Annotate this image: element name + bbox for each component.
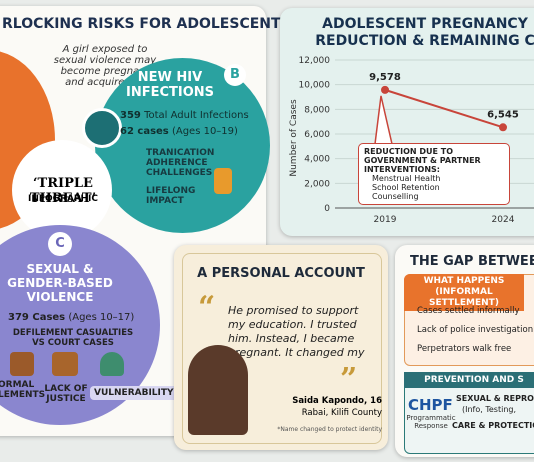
portrait	[188, 345, 248, 435]
what-header: WHAT HAPPENS (INFORMAL SETTLEMENT)	[404, 274, 524, 311]
prevention-header: PREVENTION AND S	[404, 372, 534, 388]
value-label: 9,578	[369, 72, 401, 83]
y-tick-label: 8,000	[304, 105, 330, 115]
sgbv-item: ORMAL LEMENTS	[0, 380, 46, 400]
logo: CHPF	[408, 396, 453, 414]
virus-icon	[82, 108, 122, 148]
chart: Number of Cases 0 2,000 4,000 6,000 8,000 10,…	[289, 56, 534, 225]
gap-title: THE GAP BETWEEN A	[410, 254, 534, 269]
hiv-badge: B	[224, 64, 246, 86]
hiv-title: NEW HIV INFECTIONS	[125, 70, 215, 100]
gavel-icon	[10, 352, 34, 376]
stat-text: (Ages 10–19)	[171, 126, 238, 137]
hiv-stat-2: 62 cases (Ages 10–19)	[120, 126, 238, 137]
annotation-pointer	[374, 95, 393, 145]
prevention-line: SEXUAL & REPRODUCT	[456, 394, 534, 403]
what-item: Lack of police investigation	[417, 325, 534, 335]
annotation-title: REDUCTION DUE TO GOVERNMENT & PARTNER IN…	[364, 147, 481, 174]
logo-caption: Programmatic Response	[406, 414, 456, 430]
shield-icon	[100, 352, 124, 376]
what-item: Cases settled informally	[417, 306, 520, 316]
account-name: Saida Kapondo, 16	[292, 396, 382, 406]
title-line: ADOLESCENT PREGNANCY	[322, 16, 528, 32]
y-tick-label: 0	[324, 204, 330, 214]
center-circle	[12, 140, 112, 240]
what-list: Cases settled informally Lack of police i…	[407, 306, 534, 363]
x-tick-label: 2024	[492, 215, 515, 225]
x-tick-label: 2019	[374, 215, 397, 225]
quote-mark: ”	[340, 362, 358, 397]
y-tick-label: 10,000	[299, 81, 331, 91]
y-tick-label: 4,000	[304, 155, 330, 165]
title-line: REDUCTION & REMAINING C	[315, 33, 534, 49]
stat-number: 62 cases	[120, 126, 169, 137]
prevention-line: (Info, Testing,	[462, 405, 517, 414]
account-frame	[182, 253, 382, 444]
y-tick-label: 6,000	[304, 130, 330, 140]
sgbv-item: LACK OF JUSTICE	[44, 384, 88, 404]
what-subtitle: (INFORMAL SETTLEMENT)	[429, 287, 499, 308]
annotation-item: Menstrual Health	[372, 174, 441, 183]
pill-bottle-icon	[214, 168, 232, 194]
annotation-box: REDUCTION DUE TO GOVERNMENT & PARTNER IN…	[358, 143, 510, 205]
chart-title: ADOLESCENT PREGNANCY REDUCTION & REMAININ…	[295, 16, 534, 50]
prevention-line: CARE & PROTECTION B	[452, 421, 534, 430]
sgbv-subhead: DEFILEMENT CASUALTIES VS COURT CASES	[12, 328, 134, 348]
scales-icon	[52, 352, 78, 376]
account-place: Rabai, Kilifi County	[301, 408, 382, 418]
intro-text: A girl exposed to sexual violence may be…	[53, 44, 157, 88]
data-line	[384, 88, 504, 129]
y-tick-label: 2,000	[304, 179, 330, 189]
y-tick-label: 12,000	[299, 56, 331, 66]
hiv-item: TRANICATION ADHERENCE CHALLENGES	[146, 148, 215, 178]
annotation-list: Menstrual Health School Retention Counsell…	[364, 174, 504, 201]
sgbv-stat: 379 Cases (Ages 10–17)	[8, 312, 134, 323]
y-axis-label: Number of Cases	[289, 99, 299, 177]
sgbv-item: VULNERABILITY	[90, 386, 178, 400]
stat-number: 359	[120, 110, 141, 121]
what-title: WHAT HAPPENS	[423, 276, 505, 286]
risks-title: RLOCKING RISKS FOR ADOLESCENT GIRLS	[2, 16, 332, 32]
what-item: Perpetrators walk free	[417, 344, 512, 354]
center-subtitle: INFOGRAPHIC	[27, 194, 99, 204]
account-note: *Name changed to protect identity	[277, 426, 382, 433]
quote-mark: “	[198, 290, 216, 325]
annotation-item: Counselling	[372, 192, 419, 201]
account-title: A PERSONAL ACCOUNT	[197, 266, 365, 281]
hiv-item: LIFELONG IMPACT	[146, 186, 196, 206]
data-point	[499, 123, 507, 132]
sgbv-title: SEXUAL & GENDER-BASED VIOLENCE	[7, 262, 113, 304]
quote-text: He promised to support my education. I t…	[228, 304, 365, 373]
hiv-stat-1: 359 Total Adult Infections	[120, 110, 249, 121]
center-title: ‘TRIPLE THREAT’	[29, 176, 97, 206]
value-label: 6,545	[487, 109, 519, 120]
stat-number: 379 Cases	[8, 312, 66, 323]
data-point	[381, 85, 389, 94]
stat-text: (Ages 10–17)	[68, 312, 135, 323]
sgbv-badge: C	[48, 232, 72, 256]
annotation-item: School Retention	[372, 183, 440, 192]
hiv-circle	[95, 58, 270, 233]
stat-text: Total Adult Infections	[144, 110, 249, 121]
